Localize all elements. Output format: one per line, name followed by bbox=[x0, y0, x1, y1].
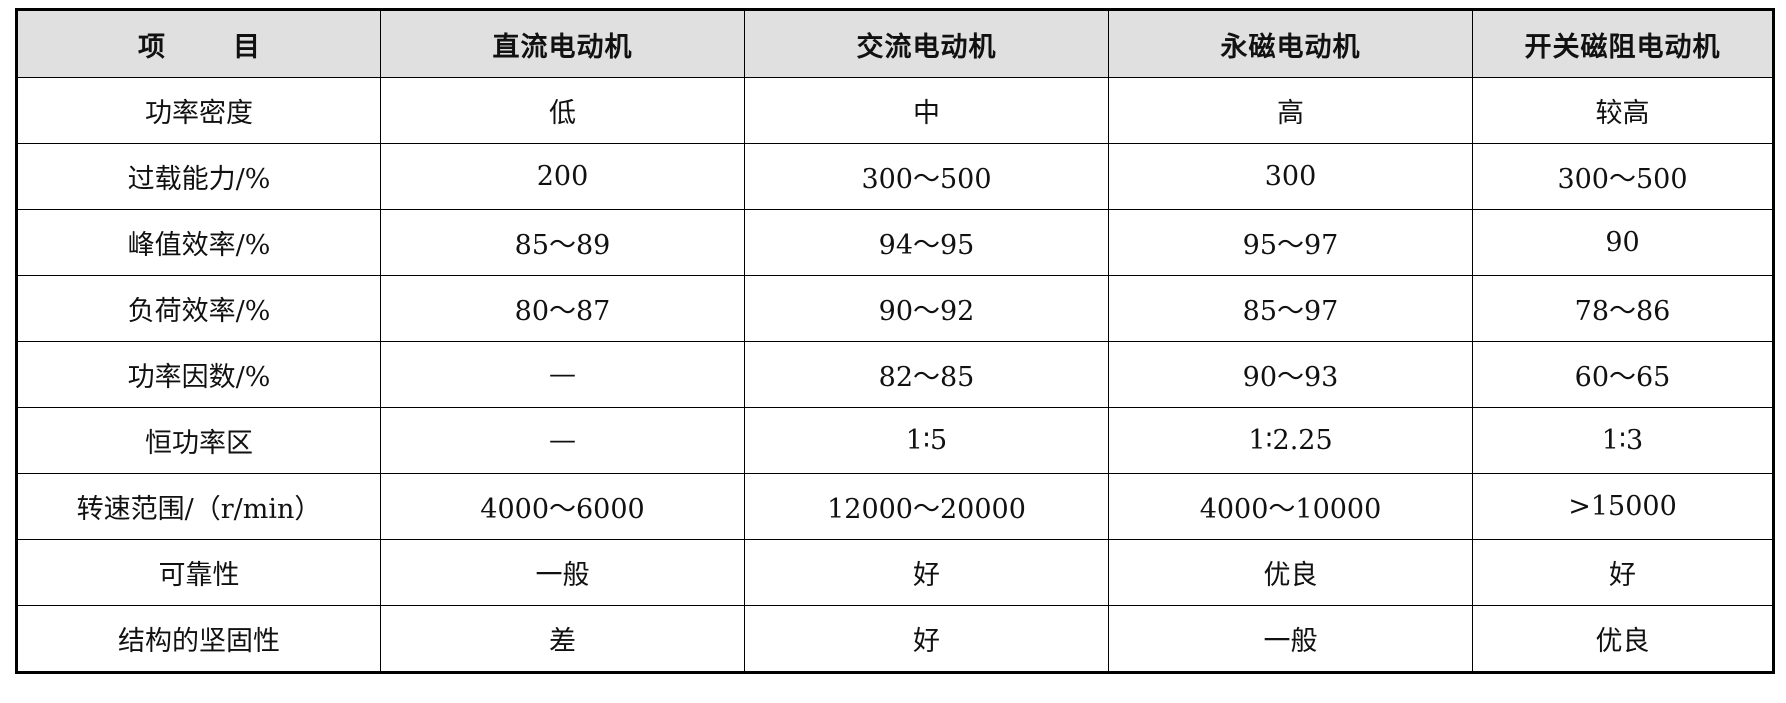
table-cell: 低 bbox=[380, 77, 745, 144]
row-label: 功率密度 bbox=[16, 77, 381, 144]
header-cell-pm-motor: 永磁电动机 bbox=[1108, 9, 1473, 78]
table-cell: 中 bbox=[744, 77, 1109, 144]
table-cell: 4000～6000 bbox=[380, 473, 745, 540]
table-cell: 85～89 bbox=[380, 209, 745, 276]
table-row: 结构的坚固性 差 好 一般 优良 bbox=[16, 605, 1774, 673]
table-cell: 300 bbox=[1108, 143, 1473, 210]
header-project-left: 项 bbox=[138, 31, 165, 63]
table-cell: 差 bbox=[380, 605, 745, 673]
table-cell: 90～92 bbox=[744, 275, 1109, 342]
table-row: 功率因数/% — 82～85 90～93 60～65 bbox=[16, 341, 1774, 408]
table-cell: 1∶3 bbox=[1472, 407, 1774, 474]
row-label: 负荷效率/% bbox=[16, 275, 381, 342]
table-cell: — bbox=[380, 407, 745, 474]
table-cell: 80～87 bbox=[380, 275, 745, 342]
header-cell-project: 项目 bbox=[16, 9, 381, 78]
table-cell: 78～86 bbox=[1472, 275, 1774, 342]
table-cell: 300～500 bbox=[744, 143, 1109, 210]
header-cell-dc-motor: 直流电动机 bbox=[380, 9, 745, 78]
table-cell: 优良 bbox=[1108, 539, 1473, 606]
table-cell: 12000～20000 bbox=[744, 473, 1109, 540]
table-row: 转速范围/（r/min） 4000～6000 12000～20000 4000～… bbox=[16, 473, 1774, 540]
table-cell: 1∶2.25 bbox=[1108, 407, 1473, 474]
table-cell: — bbox=[380, 341, 745, 408]
row-label: 峰值效率/% bbox=[16, 209, 381, 276]
motor-comparison-table: 项目 直流电动机 交流电动机 永磁电动机 开关磁阻电动机 功率密度 低 中 高 … bbox=[15, 8, 1775, 674]
table-cell: 60～65 bbox=[1472, 341, 1774, 408]
table-cell: 好 bbox=[1472, 539, 1774, 606]
table-row: 功率密度 低 中 高 较高 bbox=[16, 77, 1774, 144]
row-label: 恒功率区 bbox=[16, 407, 381, 474]
table-cell: 85～97 bbox=[1108, 275, 1473, 342]
row-label: 功率因数/% bbox=[16, 341, 381, 408]
table-cell: 4000～10000 bbox=[1108, 473, 1473, 540]
table-cell: 1∶5 bbox=[744, 407, 1109, 474]
table-cell: 90～93 bbox=[1108, 341, 1473, 408]
header-cell-ac-motor: 交流电动机 bbox=[744, 9, 1109, 78]
row-label: 转速范围/（r/min） bbox=[16, 473, 381, 540]
table-row: 可靠性 一般 好 优良 好 bbox=[16, 539, 1774, 606]
table-cell: 较高 bbox=[1472, 77, 1774, 144]
table-row: 过载能力/% 200 300～500 300 300～500 bbox=[16, 143, 1774, 210]
motor-comparison-table-wrapper: 项目 直流电动机 交流电动机 永磁电动机 开关磁阻电动机 功率密度 低 中 高 … bbox=[15, 8, 1775, 674]
header-cell-sr-motor: 开关磁阻电动机 bbox=[1472, 9, 1774, 78]
header-project-right: 目 bbox=[233, 31, 260, 63]
table-cell: 高 bbox=[1108, 77, 1473, 144]
table-cell: 好 bbox=[744, 605, 1109, 673]
table-row: 负荷效率/% 80～87 90～92 85～97 78～86 bbox=[16, 275, 1774, 342]
table-cell: 200 bbox=[380, 143, 745, 210]
table-row: 恒功率区 — 1∶5 1∶2.25 1∶3 bbox=[16, 407, 1774, 474]
row-label: 过载能力/% bbox=[16, 143, 381, 210]
table-cell: 82～85 bbox=[744, 341, 1109, 408]
table-cell: 94～95 bbox=[744, 209, 1109, 276]
table-row: 峰值效率/% 85～89 94～95 95～97 90 bbox=[16, 209, 1774, 276]
table-cell: 好 bbox=[744, 539, 1109, 606]
table-cell: 一般 bbox=[1108, 605, 1473, 673]
table-cell: 95～97 bbox=[1108, 209, 1473, 276]
table-cell: 300～500 bbox=[1472, 143, 1774, 210]
table-header: 项目 直流电动机 交流电动机 永磁电动机 开关磁阻电动机 bbox=[16, 9, 1774, 78]
table-cell: >15000 bbox=[1472, 473, 1774, 540]
table-cell: 90 bbox=[1472, 209, 1774, 276]
table-cell: 一般 bbox=[380, 539, 745, 606]
row-label: 结构的坚固性 bbox=[16, 605, 381, 673]
row-label: 可靠性 bbox=[16, 539, 381, 606]
table-cell: 优良 bbox=[1472, 605, 1774, 673]
header-row: 项目 直流电动机 交流电动机 永磁电动机 开关磁阻电动机 bbox=[16, 9, 1774, 78]
table-body: 功率密度 低 中 高 较高 过载能力/% 200 300～500 300 300… bbox=[16, 77, 1774, 673]
